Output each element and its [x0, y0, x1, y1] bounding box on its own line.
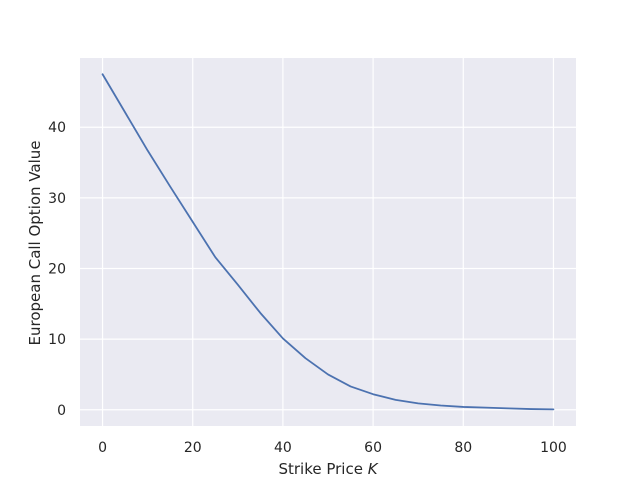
x-tick-label: 60 [364, 440, 382, 456]
x-tick-label: 100 [540, 440, 567, 456]
x-axis-label-variable: K [368, 460, 379, 478]
y-tick-label: 30 [48, 191, 66, 207]
x-tick-label: 20 [184, 440, 202, 456]
y-tick-label: 10 [48, 332, 66, 348]
y-tick-label: 20 [48, 261, 66, 277]
y-tick-label: 40 [48, 120, 66, 136]
x-axis-label-text: Strike Price [278, 460, 367, 478]
x-axis-label: Strike Price K [278, 460, 378, 478]
plot-background [80, 58, 576, 426]
y-tick-labels: 0 10 20 30 40 [48, 120, 66, 419]
x-tick-label: 0 [98, 440, 107, 456]
x-tick-label: 40 [274, 440, 292, 456]
y-axis-label: European Call Option Value [26, 140, 44, 345]
x-tick-label: 80 [454, 440, 472, 456]
y-tick-label: 0 [57, 403, 66, 419]
series-line [101, 73, 555, 411]
x-tick-labels: 0 20 40 60 80 100 [98, 440, 567, 456]
grid-lines [80, 58, 576, 426]
